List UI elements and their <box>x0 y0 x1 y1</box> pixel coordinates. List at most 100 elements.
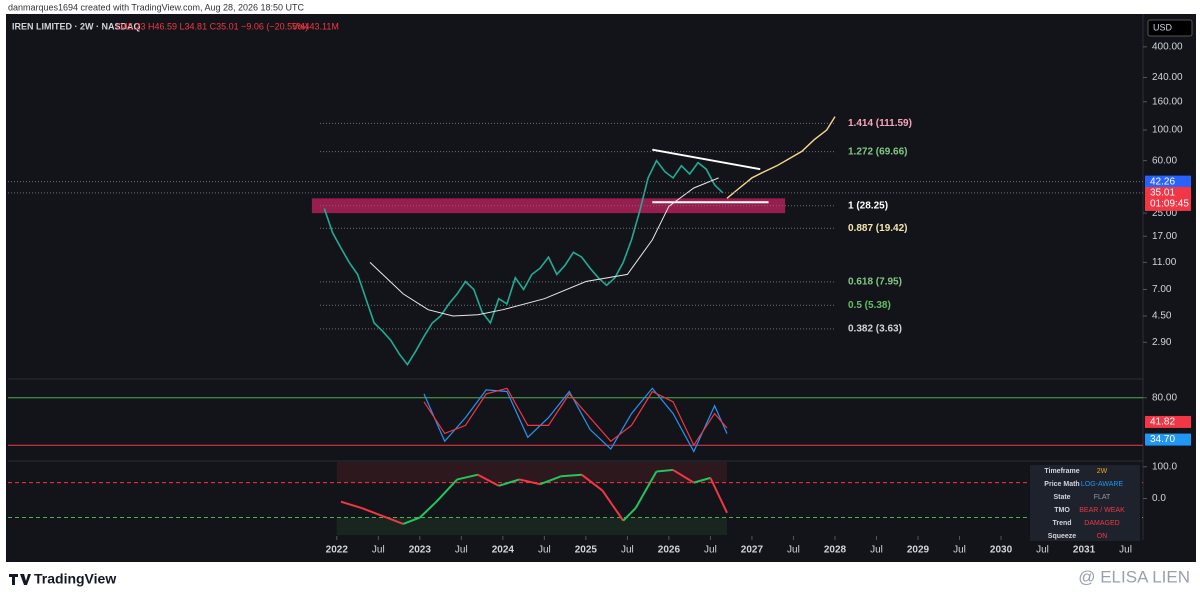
last-value-label: 34.70 <box>1150 434 1175 445</box>
oscillator-segment <box>498 478 520 487</box>
fib-label: 0.5 (5.38) <box>848 300 891 311</box>
series-line <box>423 387 728 447</box>
x-tick-label: 2024 <box>492 545 515 556</box>
fib-label: 1 (28.25) <box>848 200 888 211</box>
oversold-zone <box>336 517 728 535</box>
price-box <box>1145 175 1191 188</box>
oscillator-segment <box>693 476 711 484</box>
symbol: IREN LIMITED · 2W · NASDAQ <box>12 21 141 31</box>
series-line <box>323 159 724 367</box>
x-tick-label: 2022 <box>326 545 349 556</box>
oscillator-segment <box>477 473 500 487</box>
x-tick-label: 2025 <box>575 545 598 556</box>
y-tick-label: 400.00 <box>1152 41 1183 52</box>
oscillator-segment <box>539 475 562 486</box>
oscillator-segment <box>382 515 404 525</box>
table-value: LOG-AWARE <box>1081 481 1124 488</box>
last-value-box <box>1145 415 1191 428</box>
x-tick-label: Jul <box>455 545 468 556</box>
y-tick-label: 4.50 <box>1152 311 1172 322</box>
oscillator-segment <box>581 473 604 492</box>
table-value: FLAT <box>1094 494 1111 501</box>
oscillator-segment <box>634 471 658 509</box>
y-tick-label: 100.0 <box>1152 461 1177 472</box>
x-tick-label: 2023 <box>409 545 432 556</box>
oscillator-segment <box>361 507 383 517</box>
table-key: Timeframe <box>1044 468 1079 475</box>
fib-label: 1.414 (111.59) <box>848 118 912 129</box>
x-tick-label: Jul <box>870 545 883 556</box>
y-tick-label: 2.90 <box>1152 337 1172 348</box>
y-tick-label: 25.00 <box>1152 208 1177 219</box>
price-label: 35.01 <box>1150 188 1175 199</box>
table-background <box>1030 465 1140 541</box>
series-line <box>423 387 728 453</box>
series-line <box>726 116 836 199</box>
x-tick-label: Jul <box>372 545 385 556</box>
trendline <box>652 148 761 171</box>
table-key: Trend <box>1052 520 1071 527</box>
oscillator-segment <box>435 478 458 503</box>
last-value-box <box>1145 433 1191 446</box>
y-tick-label: 7.00 <box>1152 284 1172 295</box>
y-tick-label: 240.00 <box>1152 72 1183 83</box>
oscillator-segment <box>622 507 637 522</box>
countdown: 01:09:45 <box>1150 199 1189 210</box>
x-tick-label: Jul <box>704 545 717 556</box>
ohlc: O45.23 H46.59 L34.81 C35.01 −9.06 (−20.5… <box>116 21 308 31</box>
y-tick-label: 60.00 <box>1152 155 1177 166</box>
x-tick-label: 2028 <box>824 545 847 556</box>
oscillator-segment <box>340 500 362 509</box>
chart-background <box>6 14 1196 562</box>
watermark: @ ELISA LIEN <box>1078 567 1190 586</box>
currency-box[interactable] <box>1147 19 1193 37</box>
x-tick-label: 2030 <box>990 545 1013 556</box>
fib-label: 0.887 (19.42) <box>848 223 908 234</box>
brand[interactable]: TradingView <box>34 571 116 587</box>
currency[interactable]: USD <box>1153 22 1173 32</box>
table-value: 2W <box>1097 468 1108 475</box>
fib-label: 0.382 (3.63) <box>848 324 902 335</box>
y-tick-label: 0.0 <box>1152 493 1166 504</box>
oscillator-segment <box>672 469 695 484</box>
price-label: 42.26 <box>1150 176 1175 187</box>
table-value: DAMAGED <box>1084 520 1119 527</box>
table-key: TMO <box>1054 507 1070 514</box>
fib-label: 0.618 (7.95) <box>848 276 902 287</box>
fib-label: 1.272 (69.66) <box>848 146 908 157</box>
series-line <box>369 177 719 317</box>
credit: danmarques1694 created with TradingView.… <box>8 2 305 12</box>
oscillator-segment <box>456 473 479 481</box>
x-tick-label: 2029 <box>907 545 930 556</box>
oscillator-segment <box>601 489 625 522</box>
x-tick-label: 2027 <box>741 545 764 556</box>
x-tick-label: Jul <box>538 545 551 556</box>
volume: Vol443.11M <box>292 21 339 31</box>
oscillator-segment <box>519 478 541 486</box>
oscillator-segment <box>560 473 582 478</box>
x-tick-label: 2031 <box>1073 545 1096 556</box>
overbought-zone <box>336 462 728 483</box>
table-key: State <box>1053 494 1070 501</box>
table-value: BEAR / WEAK <box>1079 507 1125 514</box>
y-tick-label: 80.00 <box>1152 392 1177 403</box>
oscillator-segment <box>419 500 438 519</box>
oscillator-segment <box>709 477 728 514</box>
x-tick-label: Jul <box>787 545 800 556</box>
brand-logo[interactable] <box>9 574 31 585</box>
x-tick-label: Jul <box>953 545 966 556</box>
table-value: ON <box>1097 533 1108 540</box>
y-tick-label: 11.00 <box>1152 257 1177 268</box>
x-tick-label: Jul <box>621 545 634 556</box>
y-tick-label: 160.00 <box>1152 96 1183 107</box>
table-key: Squeeze <box>1048 533 1077 540</box>
oscillator-segment <box>402 516 421 525</box>
price-box <box>1145 186 1191 211</box>
table-key: Price Math <box>1044 481 1079 488</box>
y-tick-label: 17.00 <box>1152 231 1177 242</box>
oscillator-segment <box>656 468 674 473</box>
last-value-label: 41.82 <box>1150 417 1175 428</box>
y-tick-label: 100.00 <box>1152 125 1183 136</box>
x-tick-label: Jul <box>1119 545 1132 556</box>
